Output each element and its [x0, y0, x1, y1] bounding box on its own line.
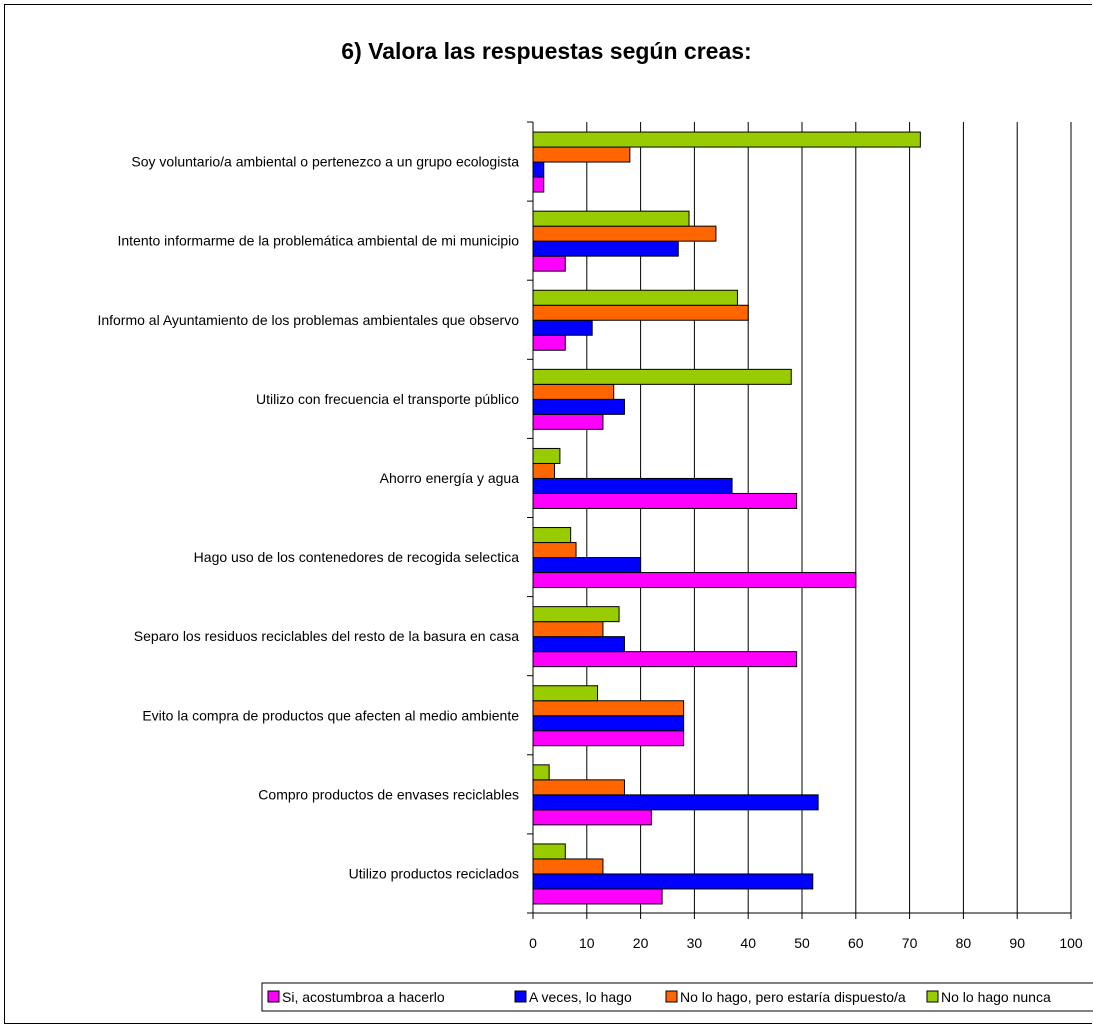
x-tick-label: 20: [633, 935, 649, 951]
x-tick-label: 0: [529, 935, 537, 951]
bar: [532, 542, 577, 559]
bar: [532, 225, 717, 242]
bar: [532, 240, 679, 257]
x-tick-label: 90: [1009, 935, 1025, 951]
legend-swatch: [665, 990, 678, 1003]
legend-label: No lo hago, pero estaría dispuesto/a: [680, 989, 906, 1005]
bar: [532, 413, 604, 430]
legend-label: A veces, lo hago: [529, 989, 632, 1005]
bar: [532, 492, 798, 509]
category-label: Separo los residuos reciclables del rest…: [134, 628, 519, 644]
legend-swatch: [267, 990, 280, 1003]
category-label: Ahorro energía y agua: [380, 470, 520, 486]
bar: [532, 255, 566, 272]
legend-label: Si, acostumbroa a hacerlo: [282, 989, 445, 1005]
bar: [532, 304, 749, 321]
category-labels: Soy voluntario/a ambiental o pertenezco …: [97, 154, 519, 882]
bars: [532, 131, 921, 905]
bar: [532, 651, 798, 668]
bar: [532, 843, 566, 860]
bar: [532, 685, 599, 702]
category-label: Soy voluntario/a ambiental o pertenezco …: [131, 154, 519, 170]
legend-label: No lo hago nunca: [941, 989, 1051, 1005]
legend-swatch: [514, 990, 527, 1003]
bar: [532, 319, 593, 336]
category-label: Utilizo con frecuencia el transporte púb…: [256, 391, 519, 407]
category-label: Intento informarme de la problemática am…: [117, 233, 519, 249]
bar: [532, 636, 625, 653]
legend-box: [261, 982, 1093, 1012]
bar: [532, 794, 819, 811]
x-tick-label: 30: [687, 935, 703, 951]
bar: [532, 131, 921, 148]
x-tick-label: 100: [1059, 935, 1083, 951]
bar: [532, 334, 566, 351]
bar: [532, 161, 545, 178]
legend: Si, acostumbroa a hacerlo A veces, lo hag…: [261, 982, 1093, 1012]
legend-swatch: [926, 990, 939, 1003]
chart-title: 6) Valora las respuestas según creas:: [341, 38, 752, 64]
grid-lines: [586, 122, 1072, 913]
bar: [532, 398, 625, 415]
x-tick-label: 40: [740, 935, 756, 951]
category-label: Compro productos de envases reciclables: [258, 786, 519, 802]
bar: [532, 715, 685, 732]
bar: [532, 779, 625, 796]
x-tick-label: 70: [902, 935, 918, 951]
category-label: Utilizo productos reciclados: [349, 865, 519, 881]
category-label: Evito la compra de productos que afecten…: [142, 707, 519, 723]
bar: [532, 764, 550, 781]
bar: [532, 809, 652, 826]
x-tick-label: 60: [848, 935, 864, 951]
bar: [532, 210, 690, 227]
bar: [532, 477, 733, 494]
axes: [527, 121, 1072, 919]
bar: [532, 557, 642, 574]
bar: [532, 527, 572, 544]
x-tick-label: 80: [956, 935, 972, 951]
x-tick-label: 50: [794, 935, 810, 951]
bar: [532, 447, 561, 464]
bar: [532, 572, 857, 589]
x-tick-labels: 0 10 20 30 40 50 60 70 80 90 100: [529, 935, 1083, 951]
bar: [532, 606, 620, 623]
bar: [532, 368, 792, 385]
bar: [532, 383, 615, 400]
bar: [532, 858, 604, 875]
bar: [532, 873, 814, 890]
bar: [532, 730, 685, 747]
category-label: Hago uso de los contenedores de recogida…: [194, 549, 520, 565]
bar: [532, 700, 685, 717]
bar: [532, 621, 604, 638]
bar: [532, 462, 556, 479]
bar: [532, 888, 663, 905]
x-tick-label: 10: [579, 935, 595, 951]
bar: [532, 176, 545, 193]
bar: [532, 146, 631, 163]
category-label: Informo al Ayuntamiento de los problemas…: [97, 312, 519, 328]
bar: [532, 289, 738, 306]
